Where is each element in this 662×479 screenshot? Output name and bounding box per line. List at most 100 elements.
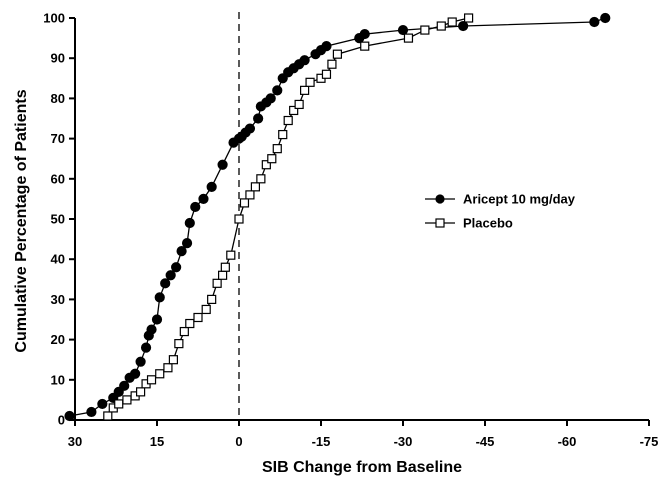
data-point-square	[332, 49, 342, 59]
data-point-square	[464, 13, 474, 23]
series-line	[107, 17, 469, 417]
data-point-square	[234, 214, 244, 224]
data-point-square	[179, 326, 189, 337]
x-tick-label: -30	[394, 434, 413, 449]
data-point-square	[136, 387, 146, 397]
data-point-square	[436, 21, 446, 31]
x-tick-label: -60	[558, 434, 577, 449]
data-point-circle	[217, 159, 228, 170]
data-point-circle	[397, 24, 409, 36]
y-tick-label: 70	[51, 131, 65, 146]
data-point-circle	[184, 217, 195, 229]
data-point-circle	[600, 12, 611, 24]
data-point-circle	[190, 201, 201, 213]
y-tick-label: 80	[51, 91, 65, 106]
data-point-circle	[321, 41, 332, 52]
data-point-circle	[589, 16, 600, 28]
series-line	[69, 17, 606, 417]
data-point-circle	[181, 238, 193, 249]
data-point-circle	[359, 28, 370, 40]
y-tick-label: 100	[43, 11, 65, 26]
data-point-circle	[130, 368, 141, 379]
data-point-circle	[458, 20, 469, 32]
legend-marker-square	[435, 218, 445, 228]
x-tick-label: 0	[235, 434, 242, 449]
y-tick-label: 40	[51, 252, 65, 267]
data-point-circle	[154, 292, 165, 303]
legend-label: Aricept 10 mg/day	[463, 192, 576, 207]
y-tick-label: 50	[51, 212, 65, 227]
x-tick-label: -45	[476, 434, 495, 449]
data-point-square	[103, 411, 113, 421]
data-point-square	[185, 318, 195, 329]
data-point-circle	[253, 113, 264, 124]
data-point-square	[305, 77, 315, 87]
data-point-square	[193, 312, 203, 323]
legend-label: Placebo	[463, 216, 513, 231]
data-point-square	[245, 190, 255, 200]
data-point-square	[146, 375, 157, 385]
data-point-circle	[198, 193, 209, 204]
data-point-square	[360, 41, 370, 51]
data-point-circle	[86, 406, 97, 418]
data-point-square	[174, 339, 184, 349]
data-point-square	[300, 85, 310, 95]
y-axis-title: Cumulative Percentage of Patients	[13, 89, 30, 352]
x-tick-label: -75	[640, 434, 659, 449]
data-point-square	[447, 17, 457, 27]
data-point-circle	[135, 356, 146, 367]
y-tick-label: 60	[51, 171, 65, 186]
x-tick-label: 30	[68, 434, 82, 449]
data-point-circle	[299, 55, 310, 66]
data-point-square	[420, 25, 430, 35]
data-point-circle	[146, 324, 157, 335]
y-tick-label: 90	[51, 51, 65, 66]
data-point-square	[163, 363, 173, 373]
data-point-circle	[171, 262, 182, 273]
y-tick-label: 20	[51, 332, 65, 347]
data-point-circle	[265, 93, 276, 104]
data-point-square	[278, 129, 288, 140]
data-point-square	[256, 174, 266, 184]
data-point-square	[155, 369, 165, 379]
data-point-square	[321, 69, 332, 79]
data-point-square	[327, 59, 337, 69]
legend: Aricept 10 mg/day Placebo	[425, 192, 576, 231]
y-tick-label: 10	[51, 372, 65, 387]
data-point-square	[122, 395, 132, 405]
data-point-square	[261, 160, 271, 170]
data-point-square	[272, 144, 282, 154]
data-point-circle	[206, 181, 217, 192]
data-point-square	[294, 99, 304, 110]
x-tick-label: -15	[312, 434, 331, 449]
data-point-circle	[160, 278, 171, 289]
data-point-square	[220, 262, 230, 272]
y-tick-label: 30	[51, 292, 65, 307]
series-placebo	[103, 13, 474, 421]
data-point-square	[289, 105, 299, 116]
data-point-circle	[140, 342, 152, 353]
y-tick-label: 0	[58, 413, 65, 428]
data-point-circle	[272, 85, 283, 96]
data-point-square	[201, 304, 211, 315]
data-point-square	[239, 198, 250, 208]
data-point-circle	[165, 270, 176, 281]
data-point-square	[114, 399, 124, 409]
data-point-square	[267, 154, 277, 164]
data-point-circle	[151, 314, 163, 325]
axes: 0 10 20 30 40 50 60 70 80 90 100 30 15 0 -15 -30 -45 -60 -…	[43, 11, 658, 450]
legend-marker-circle	[435, 194, 445, 204]
data-point-square	[168, 355, 178, 365]
series-layer	[64, 12, 611, 422]
x-axis-title: SIB Change from Baseline	[262, 459, 462, 476]
data-point-square	[226, 250, 236, 260]
x-tick-label: 15	[150, 434, 164, 449]
data-point-circle	[176, 246, 187, 257]
data-point-square	[403, 33, 414, 43]
data-point-circle	[244, 123, 256, 134]
legend-item: Placebo	[425, 216, 513, 231]
data-point-square	[250, 182, 260, 192]
data-point-circle	[119, 380, 130, 391]
